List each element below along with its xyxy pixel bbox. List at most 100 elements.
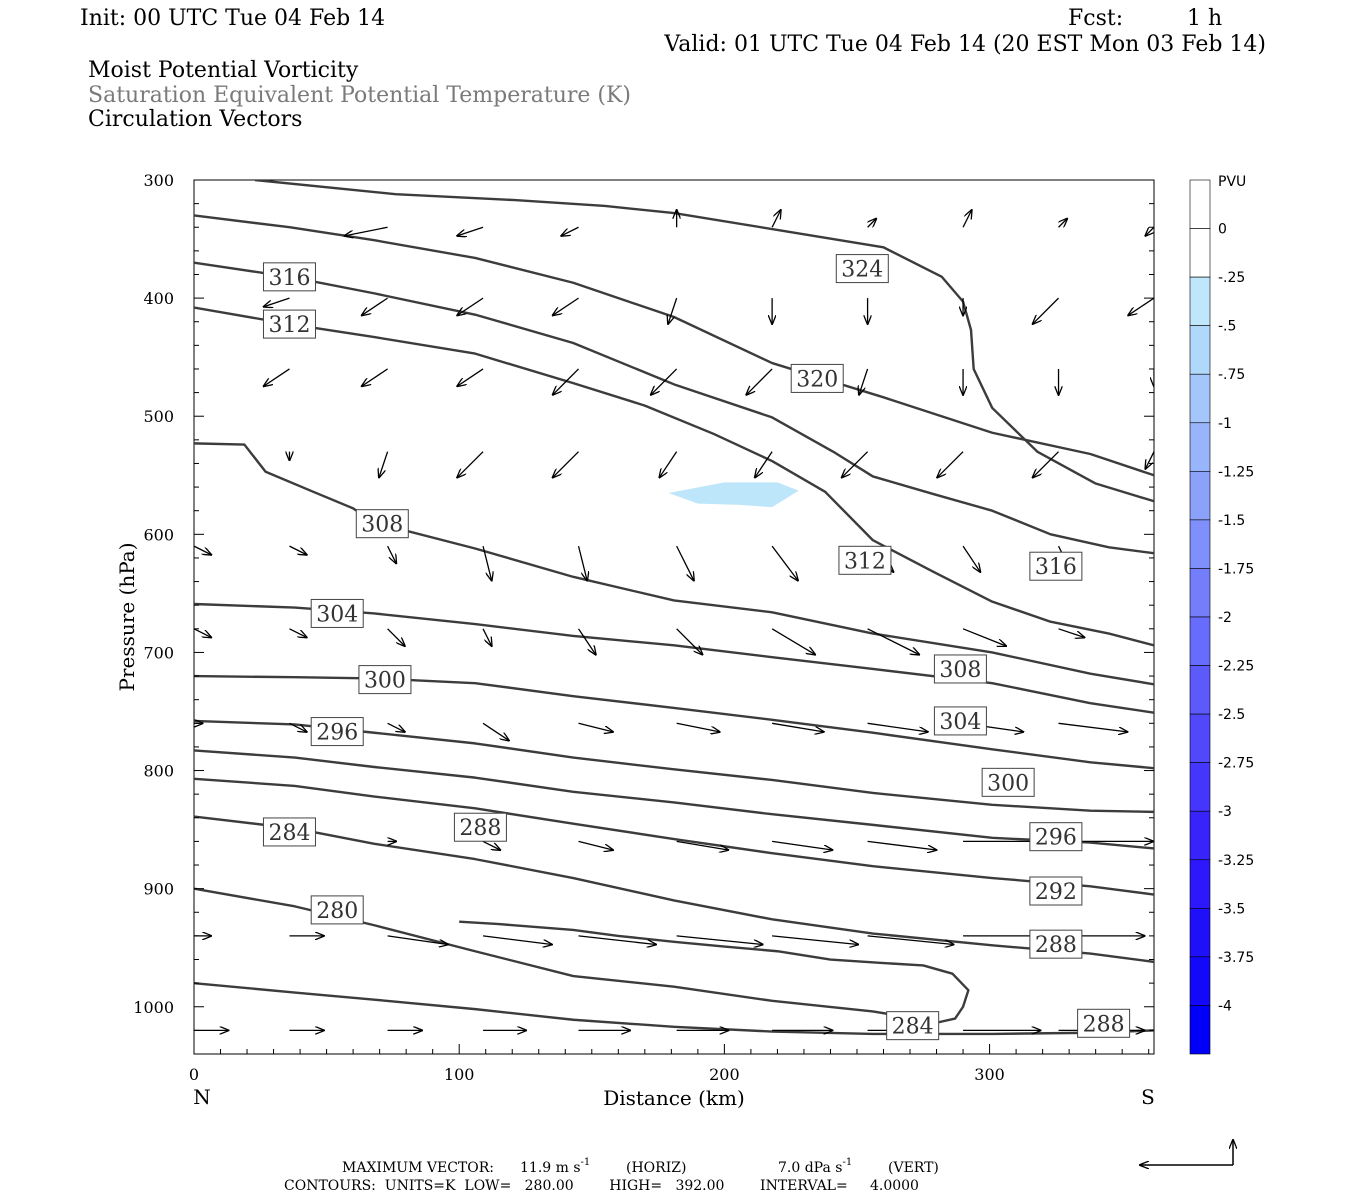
circulation-vector [937, 451, 964, 478]
contour-label: 288 [1077, 1008, 1131, 1038]
colorbar-swatch [1189, 179, 1211, 229]
colorbar-label: -1 [1218, 416, 1232, 432]
circulation-vector [676, 628, 703, 655]
circulation-vector [755, 451, 773, 478]
circulation-vector [746, 368, 773, 395]
colorbar-swatch [1189, 810, 1211, 861]
max-vector-label: MAXIMUM VECTOR: [342, 1160, 494, 1176]
svg-text:304: 304 [939, 710, 981, 735]
circulation-vector [859, 368, 869, 395]
x-tick-label: 200 [709, 1065, 740, 1084]
contour-label: 304 [310, 598, 364, 628]
circulation-vector [668, 297, 678, 324]
circulation-vector [362, 297, 388, 315]
circulation-vector [962, 210, 972, 228]
svg-text:308: 308 [361, 513, 403, 538]
colorbar-swatch [1189, 373, 1211, 424]
circulation-vector [578, 840, 613, 850]
isentrope-308 [194, 442, 1154, 686]
isentrope-284 [194, 815, 1154, 964]
contour-labels: 324 316 312 320 308 312 316 304 300 308 296 304 300 2… [262, 254, 1131, 1041]
colorbar-swatch [1189, 859, 1211, 909]
circulation-vector [772, 722, 824, 732]
circulation-vector [194, 545, 211, 555]
y-tick-label: 600 [143, 525, 174, 544]
svg-text:324: 324 [841, 258, 883, 283]
contour-label: 304 [933, 706, 987, 736]
colorbar-swatch [1189, 956, 1211, 1006]
circulation-vector [1059, 219, 1068, 228]
circulation-vector [578, 935, 656, 945]
colorbar-label: -3 [1218, 804, 1232, 820]
colorbar-swatch [1189, 471, 1211, 521]
circulation-vector [867, 840, 937, 850]
colorbar-swatch [1189, 908, 1211, 958]
contour-label: 288 [1029, 929, 1083, 959]
colorbar-label: -1.25 [1218, 464, 1254, 480]
isentrope-276 [194, 981, 1154, 1036]
contour-label: 300 [358, 665, 412, 695]
circulation-vector [457, 226, 484, 236]
svg-text:296: 296 [1035, 826, 1077, 851]
colorbar-label: -3.5 [1218, 901, 1245, 917]
svg-text:288: 288 [459, 816, 501, 841]
y-tick-label: 900 [143, 880, 174, 899]
south-end-label: S [1141, 1085, 1155, 1109]
circulation-vector [289, 722, 306, 732]
svg-text:296: 296 [316, 721, 358, 746]
svg-text:300: 300 [987, 771, 1029, 796]
circulation-vector [264, 368, 290, 386]
contour-label: 292 [1029, 876, 1083, 906]
circulation-vector [345, 226, 388, 236]
colorbar-label: -4 [1218, 998, 1232, 1014]
svg-text:284: 284 [268, 821, 310, 846]
contour-label: 324 [835, 254, 889, 284]
colorbar-label: -.5 [1218, 319, 1236, 335]
colorbar-label: -1.5 [1218, 513, 1245, 529]
circulation-vector [577, 545, 588, 580]
circulation-vector [387, 545, 397, 563]
svg-text:288: 288 [1083, 1012, 1125, 1037]
colorbar-label: -1.75 [1218, 561, 1254, 577]
circulation-vector [482, 722, 509, 740]
field-title-mpv: Moist Potential Vorticity [88, 58, 359, 83]
circulation-vector [676, 840, 729, 850]
circulation-vector [194, 628, 211, 638]
colorbar-label: -2.5 [1218, 707, 1245, 723]
circulation-vector [578, 722, 613, 732]
svg-text:300: 300 [364, 669, 406, 694]
circulation-vector [676, 722, 720, 732]
svg-text:320: 320 [796, 367, 838, 392]
contour-label: 320 [790, 363, 844, 393]
y-tick-label: 1000 [133, 998, 174, 1017]
colorbar-swatch [1189, 1005, 1211, 1055]
contour-label: 316 [1029, 551, 1083, 581]
contour-label: 316 [262, 262, 316, 292]
isentrope-316 [194, 261, 1154, 555]
contour-info: CONTOURS: UNITS=K LOW= 280.00 HIGH= 392.… [284, 1178, 919, 1194]
x-tick-label: 0 [189, 1065, 199, 1084]
colorbar-label: 0 [1218, 222, 1227, 238]
pv-region-0 [668, 482, 799, 508]
contour-label: 280 [310, 895, 364, 925]
circulation-vector [1128, 297, 1154, 315]
y-tick-label: 300 [143, 171, 174, 190]
circulation-vector [379, 451, 389, 478]
svg-text:312: 312 [268, 313, 310, 338]
circulation-vector [553, 451, 579, 478]
circulation-vector [676, 545, 694, 580]
svg-text:288: 288 [1035, 933, 1077, 958]
svg-text:292: 292 [1035, 880, 1077, 905]
circulation-vector [387, 722, 405, 732]
circulation-vector [387, 628, 405, 646]
circulation-vector [772, 935, 858, 945]
circulation-vector [482, 840, 500, 850]
y-tick-label: 700 [143, 643, 174, 662]
circulation-vector [561, 226, 579, 236]
colorbar-label: -2.75 [1218, 756, 1254, 772]
contour-label: 288 [453, 812, 507, 842]
y-tick-label: 500 [143, 407, 174, 426]
colorbar-swatch [1189, 665, 1211, 715]
svg-text:284: 284 [892, 1015, 934, 1040]
